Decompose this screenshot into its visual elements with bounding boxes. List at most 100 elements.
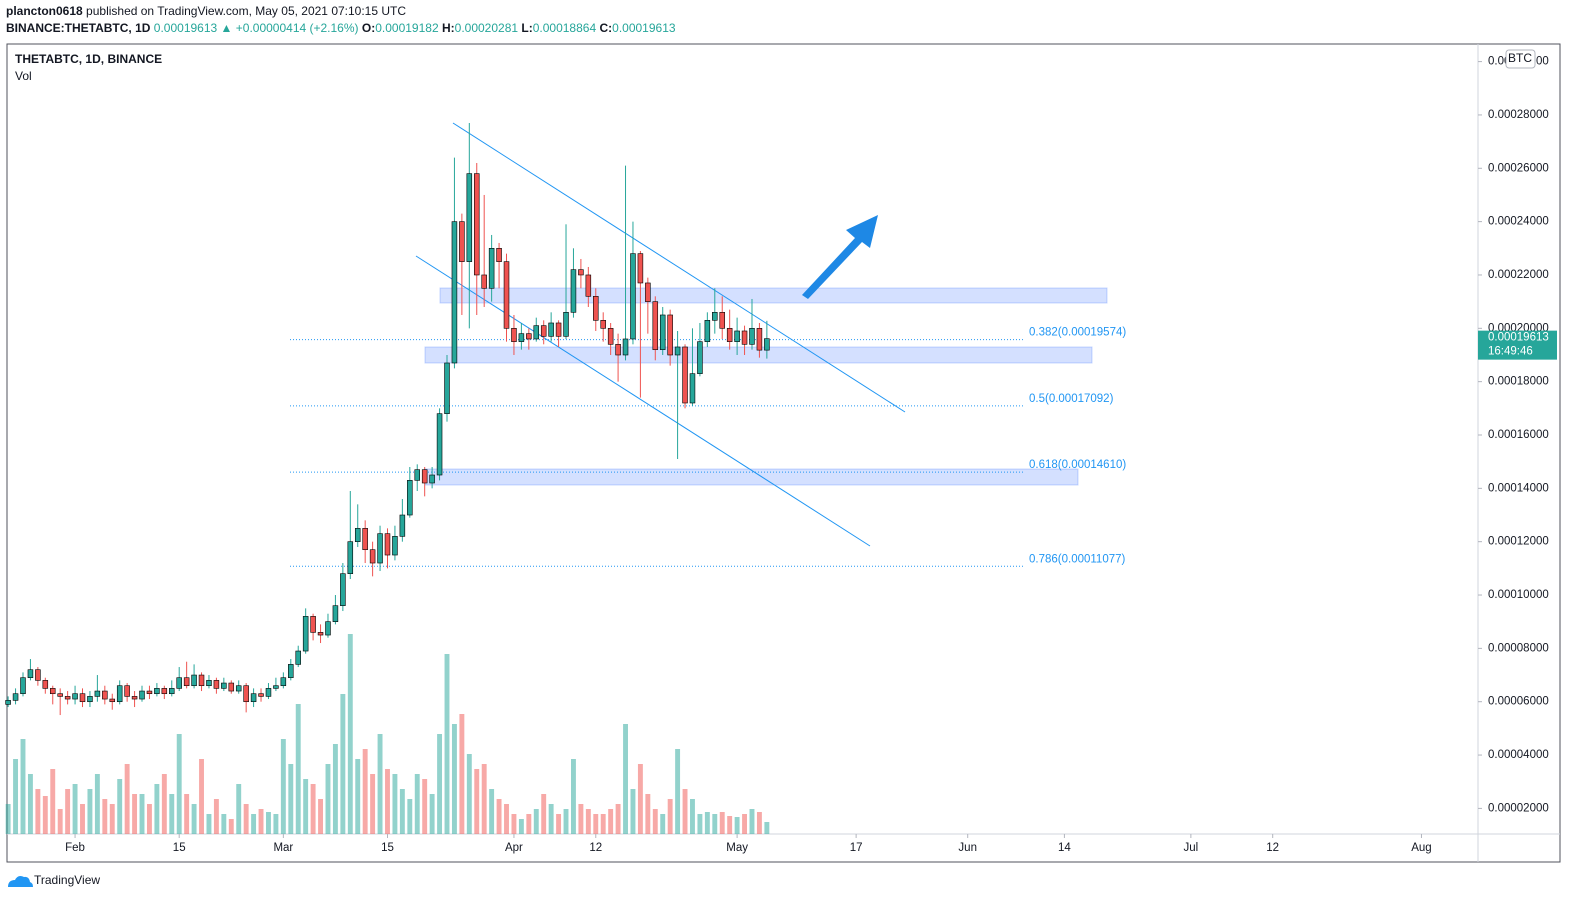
volume-bar	[94, 774, 100, 834]
candle-body	[689, 373, 696, 404]
volume-bar	[184, 794, 190, 834]
candle-body	[726, 328, 733, 342]
volume-bar	[154, 784, 160, 834]
candle-body	[124, 685, 130, 697]
candle-body	[154, 688, 160, 695]
x-tick-label: Feb	[65, 842, 85, 854]
volume-bar	[548, 804, 554, 834]
logo	[8, 876, 33, 887]
volume-bar	[13, 759, 19, 834]
candle-body	[503, 261, 510, 329]
volume-bar	[258, 809, 264, 834]
volume-bar	[645, 794, 651, 834]
candle-body	[674, 346, 681, 356]
ohlc-key: H:	[442, 21, 455, 35]
ohlc-key: L:	[521, 21, 532, 35]
volume-bar	[489, 789, 495, 834]
candle-body	[377, 533, 383, 564]
candle-body	[704, 320, 711, 342]
volume-bar	[481, 764, 487, 834]
volume-bar	[407, 799, 413, 834]
candle-body	[332, 605, 339, 622]
currency-badge: BTC	[1505, 49, 1536, 69]
candle-body	[719, 312, 725, 329]
volume-bar	[749, 809, 755, 834]
candle-body	[288, 664, 294, 679]
candle-body	[273, 685, 279, 689]
candle-body	[35, 669, 41, 681]
volume-bar	[637, 764, 643, 834]
x-tick-label: Mar	[273, 842, 293, 854]
volume-bar	[35, 789, 41, 834]
volume-bar	[5, 804, 11, 834]
candle-body	[265, 688, 272, 697]
volume-bar	[630, 789, 636, 834]
candle-body	[622, 338, 629, 356]
volume-legend: Vol	[15, 69, 32, 83]
candle-body	[5, 700, 11, 705]
volume-bar	[600, 814, 606, 834]
candle-body	[667, 314, 673, 356]
volume-bar	[556, 814, 562, 834]
volume-bar	[199, 759, 204, 834]
volume-bar	[518, 819, 524, 834]
volume-bar	[362, 749, 368, 834]
candle-body	[20, 677, 26, 695]
volume-bar	[533, 809, 539, 834]
volume-bar	[511, 814, 517, 834]
volume-bar	[340, 694, 346, 834]
y-tick-label: 0.00014000	[1488, 482, 1549, 494]
volume-bar	[585, 809, 591, 834]
candle-body	[362, 528, 368, 550]
volume-bar	[102, 799, 108, 834]
volume-bar	[704, 812, 710, 834]
candle-body	[511, 328, 517, 342]
volume-bar	[496, 799, 502, 834]
fib-label: 0.382(0.00019574)	[1029, 327, 1126, 339]
volume-bar	[578, 804, 584, 834]
candle-body	[756, 328, 763, 351]
drawings	[415, 122, 1108, 547]
volume-bar	[213, 799, 219, 834]
candle-body	[42, 680, 49, 689]
x-tick-label: Apr	[505, 842, 523, 854]
legend: THETABTC, 1D, BINANCE	[15, 52, 162, 66]
x-tick-label: Aug	[1411, 842, 1431, 854]
candle-body	[161, 688, 168, 695]
candle-body	[109, 698, 116, 703]
volume-bar	[652, 809, 658, 834]
candle-body	[764, 338, 770, 351]
currency: BTC	[1508, 51, 1532, 65]
volume-bar	[266, 812, 271, 834]
candle-body	[146, 690, 153, 695]
volume-bar	[310, 784, 316, 834]
author: plancton0618	[6, 4, 83, 18]
zone	[424, 468, 1079, 486]
candle-body	[607, 328, 614, 345]
volume-bar	[20, 739, 26, 834]
volume-bar	[280, 739, 286, 834]
volume-bar	[50, 769, 56, 834]
footer: TradingView	[8, 873, 100, 887]
candle-body	[429, 474, 435, 484]
candle-body	[198, 674, 205, 687]
candle-body	[682, 346, 688, 404]
candle-body	[712, 312, 718, 321]
candle-body	[116, 685, 123, 703]
candle-body	[258, 693, 264, 697]
volume-bar	[712, 814, 718, 834]
x-tick-label: May	[726, 842, 748, 854]
badge	[1505, 49, 1536, 69]
volume-bar	[756, 812, 762, 834]
volume-bar	[504, 804, 509, 834]
volume-bar	[690, 799, 695, 834]
arrow	[802, 215, 878, 299]
candle-body	[72, 693, 78, 700]
x-tick-label: 17	[850, 842, 863, 854]
volume-bar	[526, 814, 532, 834]
candle-body	[630, 253, 636, 340]
volume-bar	[444, 654, 450, 834]
candle-body	[12, 693, 19, 701]
candle-body	[436, 413, 443, 476]
